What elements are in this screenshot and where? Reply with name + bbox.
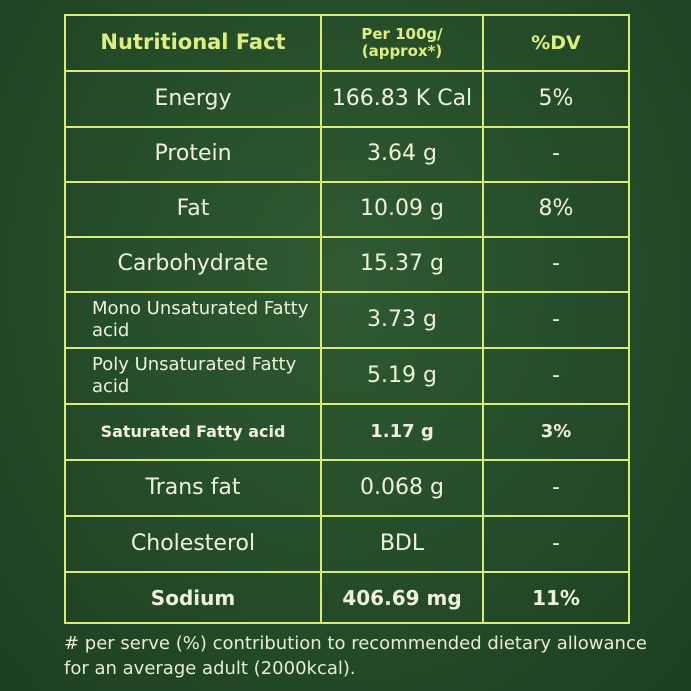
- nutrient-dv: -: [552, 530, 560, 556]
- table-row-carbohydrate: Carbohydrate 15.37 g -: [66, 236, 628, 291]
- nutrient-name: Cholesterol: [66, 517, 322, 571]
- nutrient-value: 1.17 g: [322, 405, 484, 459]
- header-nutritional-fact: Nutritional Fact: [66, 16, 322, 70]
- header-dv: %DV: [531, 31, 581, 54]
- footnote: # per serve (%) contribution to recommen…: [64, 633, 647, 679]
- nutrient-dv: -: [552, 362, 560, 388]
- nutrient-value: 406.69 mg: [322, 573, 484, 622]
- nutrient-name: Sodium: [66, 573, 322, 622]
- nutrient-dv: 11%: [532, 585, 580, 610]
- nutrient-value: 15.37 g: [322, 238, 484, 291]
- nutrient-name: Mono Unsaturated Fatty acid: [66, 293, 322, 347]
- nutrient-name: Energy: [66, 72, 322, 126]
- nutrient-dv: 5%: [538, 85, 574, 111]
- table-row-protein: Protein 3.64 g -: [66, 126, 628, 181]
- table-row-mono-unsaturated: Mono Unsaturated Fatty acid 3.73 g -: [66, 291, 628, 347]
- nutrient-dv: -: [552, 306, 560, 332]
- nutrient-name: Protein: [66, 128, 322, 181]
- nutrient-value: BDL: [322, 517, 484, 571]
- table-row-sodium: Sodium 406.69 mg 11%: [66, 571, 628, 622]
- nutrition-table: Nutritional Fact Per 100g/ (approx*) %DV…: [64, 14, 630, 624]
- table-row-energy: Energy 166.83 K Cal 5%: [66, 70, 628, 126]
- nutrient-value: 3.73 g: [322, 293, 484, 347]
- nutrient-dv: -: [552, 141, 560, 167]
- nutrient-dv: -: [552, 251, 560, 277]
- nutrient-value: 3.64 g: [322, 128, 484, 181]
- nutrient-name: Trans fat: [66, 461, 322, 515]
- table-row-poly-unsaturated: Poly Unsaturated Fatty acid 5.19 g -: [66, 347, 628, 403]
- nutrient-name: Carbohydrate: [66, 238, 322, 291]
- table-row-cholesterol: Cholesterol BDL -: [66, 515, 628, 571]
- nutrient-value: 10.09 g: [322, 183, 484, 236]
- nutrient-name: Saturated Fatty acid: [66, 405, 322, 459]
- table-row-trans-fat: Trans fat 0.068 g -: [66, 459, 628, 515]
- header-per-100g: Per 100g/ (approx*): [322, 16, 484, 70]
- nutrient-dv: -: [552, 474, 560, 500]
- table-row-saturated: Saturated Fatty acid 1.17 g 3%: [66, 403, 628, 459]
- nutrient-value: 5.19 g: [322, 349, 484, 403]
- table-header-row: Nutritional Fact Per 100g/ (approx*) %DV: [66, 16, 628, 70]
- nutrient-name: Poly Unsaturated Fatty acid: [66, 349, 322, 403]
- nutrient-name: Fat: [66, 183, 322, 236]
- table-row-fat: Fat 10.09 g 8%: [66, 181, 628, 236]
- nutrient-value: 0.068 g: [322, 461, 484, 515]
- nutrient-dv: 8%: [538, 196, 574, 222]
- nutrient-dv: 3%: [540, 421, 572, 443]
- nutrient-value: 166.83 K Cal: [322, 72, 484, 126]
